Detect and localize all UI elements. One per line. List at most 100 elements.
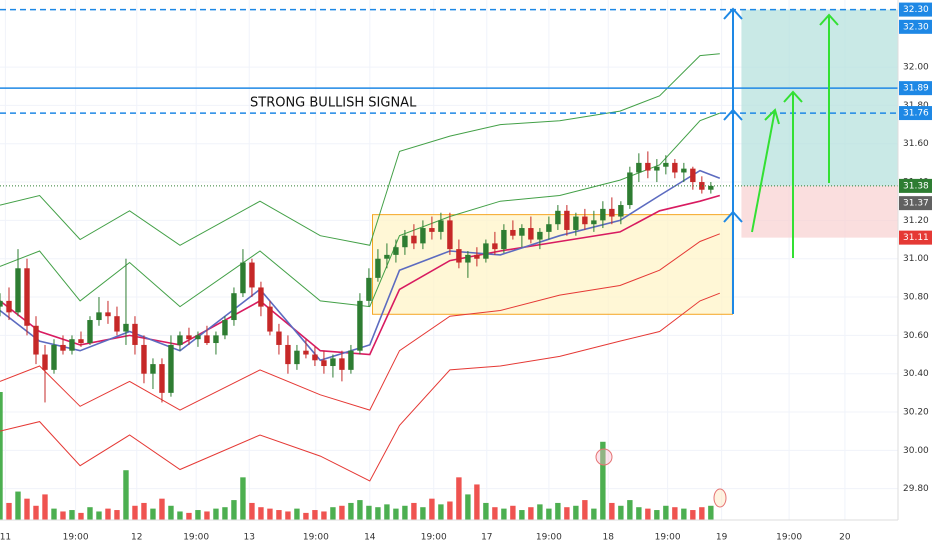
highlight: [713, 488, 727, 508]
volume-bar: [69, 510, 75, 520]
volume-bar: [141, 502, 147, 520]
candle-body: [654, 166, 660, 171]
volume-bar: [330, 507, 336, 520]
candle-body: [186, 335, 192, 340]
volume-bar: [186, 512, 192, 520]
volume-bar: [33, 505, 39, 520]
volume-bar: [96, 511, 102, 520]
volume-bar: [402, 505, 408, 520]
candle-body: [195, 335, 201, 340]
volume-bar: [357, 500, 363, 520]
volume-bar: [6, 502, 12, 520]
candle-body: [231, 293, 237, 321]
candle-body: [150, 364, 156, 374]
y-tick-label: 31.60: [903, 139, 929, 149]
candle-body: [483, 243, 489, 259]
volume-bar: [231, 500, 237, 520]
arrow-head: [764, 108, 780, 125]
volume-bar: [465, 494, 471, 520]
volume-bar: [132, 505, 138, 520]
candle-body: [33, 325, 39, 355]
volume-bar: [708, 505, 714, 520]
volume-bar: [348, 502, 354, 520]
volume-bar: [600, 441, 606, 520]
volume-bar: [213, 508, 219, 520]
candle-body: [240, 262, 246, 294]
zone: [741, 9, 898, 186]
y-tick-label: 29.80: [903, 484, 929, 494]
candle-body: [24, 268, 30, 326]
price-tag: [899, 19, 932, 34]
arrow-head: [819, 13, 839, 26]
x-tick-label: 13: [244, 533, 255, 543]
zone: [741, 185, 898, 238]
volume-bar: [555, 502, 561, 520]
candle-body: [204, 335, 210, 344]
volume-bar: [285, 511, 291, 520]
volume-bar: [690, 510, 696, 520]
candle-body: [123, 323, 129, 332]
volume-bar: [303, 512, 309, 520]
volume-bar: [528, 507, 534, 520]
volume-bar: [42, 494, 48, 520]
volume-bar: [51, 508, 57, 520]
candle-body: [663, 162, 669, 167]
volume-bar: [573, 505, 579, 520]
candle-body: [366, 277, 372, 301]
volume-bar: [177, 511, 183, 520]
candle-body: [294, 350, 300, 365]
candle-body: [555, 210, 561, 225]
volume-bar: [159, 498, 165, 520]
x-tick-label: 18: [603, 533, 615, 543]
volume-bar: [222, 507, 228, 520]
x-tick-label: 19:00: [776, 533, 802, 543]
x-tick-label: 17: [481, 533, 492, 543]
candle-body: [312, 354, 318, 361]
price-tag: [899, 106, 932, 121]
candle-body: [438, 220, 444, 232]
volume-bar: [645, 508, 651, 520]
volume-bar: [420, 507, 426, 520]
candle-body: [456, 249, 462, 263]
volume-bar: [393, 508, 399, 520]
volume-bar: [636, 507, 642, 520]
volume-bar: [609, 502, 615, 520]
candles: [0, 151, 714, 403]
price-tag-label: 32.30: [903, 22, 929, 32]
candle-body: [708, 185, 714, 190]
price-tag-label: 31.11: [903, 233, 929, 243]
volume-bar: [0, 392, 3, 520]
candle-body: [537, 231, 543, 240]
price-tag: [899, 178, 932, 193]
candle-body: [627, 172, 633, 206]
volume-bar: [240, 477, 246, 520]
volume-bar: [447, 501, 453, 520]
candle-body: [213, 335, 219, 344]
volume-bar: [375, 507, 381, 520]
indicator-line: [0, 53, 720, 246]
candle-body: [645, 162, 651, 171]
candle-body: [42, 354, 48, 370]
x-tick-label: 12: [131, 533, 142, 543]
volume-bar: [321, 511, 327, 520]
highlight: [595, 448, 613, 466]
volume-bar: [429, 498, 435, 520]
x-tick-label: 19:00: [63, 533, 89, 543]
y-tick-label: 30.80: [903, 293, 929, 303]
candle-body: [249, 262, 255, 288]
volume-bar: [456, 477, 462, 520]
volume-bar: [105, 508, 111, 520]
candle-body: [609, 208, 615, 217]
candle-body: [429, 228, 435, 232]
annotation: STRONG BULLISH SIGNAL: [250, 96, 417, 111]
volume-bar: [249, 502, 255, 520]
candle-body: [618, 205, 624, 217]
volume-bar: [276, 510, 282, 520]
candle-body: [501, 229, 507, 250]
candle-body: [78, 339, 84, 344]
volume: [0, 392, 714, 520]
candle-body: [87, 320, 93, 344]
arrow: [751, 109, 776, 233]
x-tick-label: 19:00: [655, 533, 681, 543]
x-tick-label: 14: [364, 533, 376, 543]
